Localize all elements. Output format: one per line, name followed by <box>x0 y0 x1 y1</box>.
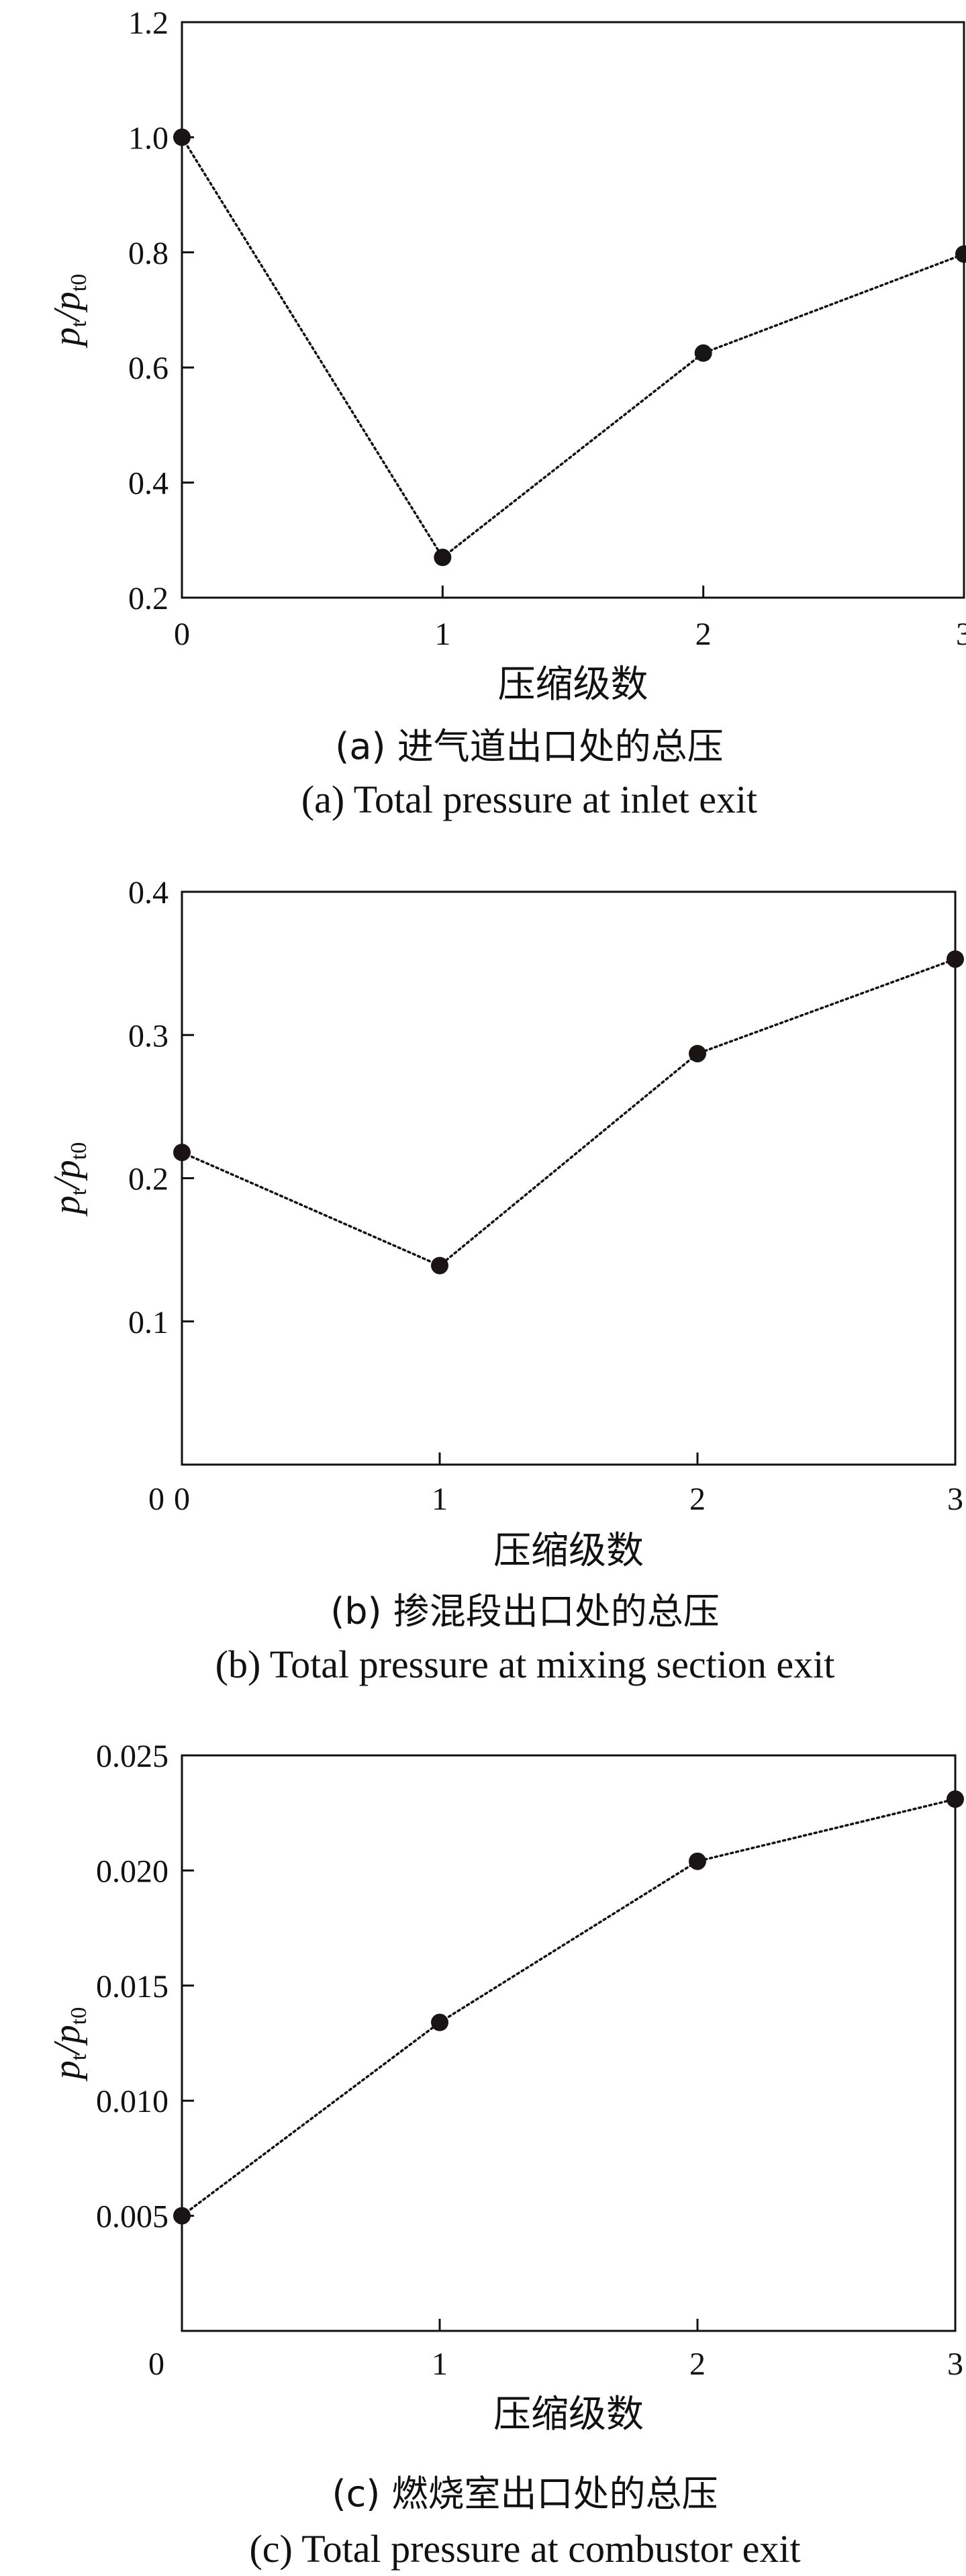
origin-label: 0 <box>148 2346 164 2382</box>
caption-english: (c) Total pressure at combustor exit <box>249 2527 800 2571</box>
y-axis-title-part: / <box>46 2041 88 2056</box>
y-axis-title-subscript: t <box>66 320 91 327</box>
y-axis-title-subscript: t0 <box>66 274 91 291</box>
data-point <box>694 344 712 362</box>
y-tick-label: 0.005 <box>96 2199 168 2235</box>
data-point <box>689 1852 706 1870</box>
y-axis-title: pt/pt0 <box>46 2007 91 2082</box>
y-axis-title-part: p <box>46 2060 88 2082</box>
y-axis-title-part: p <box>46 2025 88 2046</box>
x-tick-label: 1 <box>434 616 450 652</box>
y-tick-label: 0.8 <box>128 236 168 271</box>
series-line <box>181 958 957 1267</box>
y-axis-title-part: p <box>46 291 88 313</box>
y-tick-label: 0.025 <box>96 1739 168 1774</box>
x-tick-label: 0 <box>174 616 190 652</box>
y-tick-label: 0.3 <box>128 1018 168 1054</box>
y-axis-title-part: p <box>46 1160 88 1181</box>
y-axis-title: pt/pt0 <box>46 1142 91 1217</box>
y-tick-label: 0.020 <box>96 1853 168 1889</box>
x-axis-title: 压缩级数 <box>493 2393 644 2436</box>
series-line <box>181 1798 957 2217</box>
x-tick-label: 3 <box>956 616 966 652</box>
x-tick-label: 0 <box>174 1481 190 1517</box>
caption-chinese: (b) 掺混段出口处的总压 <box>330 1590 720 1632</box>
data-point <box>947 950 964 968</box>
y-axis-title-subscript: t0 <box>66 1142 91 1160</box>
y-tick-label: 0.4 <box>128 875 168 911</box>
x-axis-title: 压缩级数 <box>498 663 648 706</box>
data-point <box>434 549 452 567</box>
y-tick-label: 0.010 <box>96 2084 168 2119</box>
y-axis-title-subscript: t <box>66 2054 91 2060</box>
y-tick-label: 0.6 <box>128 351 168 386</box>
x-tick-label: 2 <box>695 616 712 652</box>
origin-label: 0 <box>148 1481 164 1517</box>
data-point <box>947 1790 964 1808</box>
plot-frame <box>181 1754 957 2332</box>
data-point <box>173 1144 191 1162</box>
data-point <box>689 1044 706 1062</box>
y-axis-title-part: p <box>46 1195 88 1217</box>
y-axis-title-part: p <box>46 327 88 349</box>
y-axis-title-part: / <box>46 1176 88 1191</box>
chart-panel-c: 1 2 300.0050.0100.0150.0200.025压缩级数pt/pt0(… <box>46 1739 964 2571</box>
y-tick-label: 0.4 <box>128 466 168 502</box>
x-tick-label: 3 <box>947 1481 963 1517</box>
y-axis-title: pt/pt0 <box>46 274 91 349</box>
y-tick-label: 0.2 <box>128 581 168 616</box>
data-point <box>173 2207 191 2225</box>
x-tick-label: 2 <box>689 1481 706 1517</box>
caption-english: (b) Total pressure at mixing section exi… <box>215 1643 835 1686</box>
y-axis-title-subscript: t0 <box>66 2007 91 2025</box>
data-point <box>431 1256 448 1275</box>
y-tick-label: 1.2 <box>128 5 168 41</box>
x-tick-label: 2 <box>689 2346 706 2382</box>
caption-english: (a) Total pressure at inlet exit <box>301 778 757 821</box>
data-point <box>173 128 191 146</box>
caption-chinese: (c) 燃烧室出口处的总压 <box>332 2473 718 2515</box>
x-tick-label: 1 <box>432 2346 448 2382</box>
caption-chinese: (a) 进气道出口处的总压 <box>335 725 723 768</box>
data-point <box>431 2013 448 2031</box>
data-point <box>955 245 966 263</box>
y-axis-title-subscript: t <box>66 1189 91 1195</box>
plot-frame <box>181 21 965 599</box>
y-tick-label: 0.2 <box>128 1162 168 1197</box>
x-tick-label: 3 <box>947 2346 963 2382</box>
x-axis-title: 压缩级数 <box>493 1529 644 1573</box>
y-tick-label: 1.0 <box>128 120 168 156</box>
y-tick-label: 0.1 <box>128 1305 168 1340</box>
series-line <box>181 136 965 559</box>
y-tick-label: 0.015 <box>96 1969 168 2005</box>
plot-frame <box>181 890 957 1466</box>
y-axis-title-part: / <box>46 308 88 323</box>
x-tick-label: 1 <box>432 1481 448 1517</box>
